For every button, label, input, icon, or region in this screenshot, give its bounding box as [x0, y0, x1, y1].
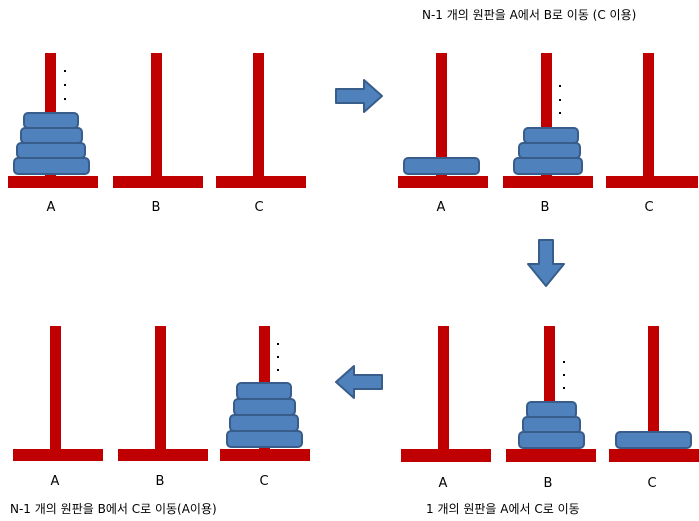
arrow-right-icon	[335, 79, 383, 113]
peg-c	[216, 53, 306, 188]
disk-largest-a	[403, 157, 480, 175]
peg-label-b: B	[540, 200, 550, 215]
peg-base	[503, 176, 593, 188]
peg-a	[13, 326, 103, 461]
ellipsis-dots	[563, 361, 565, 389]
disk-stack-a	[13, 112, 90, 175]
ellipsis-dots	[277, 343, 279, 371]
peg-label-b: B	[151, 200, 161, 215]
disk	[526, 401, 577, 419]
peg-base	[506, 449, 596, 462]
disk	[233, 398, 296, 416]
state-after-step1	[398, 53, 698, 188]
peg-post	[151, 53, 162, 177]
peg-label-c: C	[647, 476, 657, 491]
peg-label-a: A	[436, 200, 446, 215]
peg-label-c: C	[254, 200, 264, 215]
peg-post	[155, 326, 166, 450]
peg-base	[609, 449, 699, 462]
peg-b	[118, 326, 208, 461]
disk	[522, 416, 581, 434]
disk-stack-b	[513, 127, 583, 175]
peg-post	[436, 53, 447, 177]
ellipsis-dots	[64, 70, 66, 100]
disk	[518, 142, 581, 159]
state-initial	[8, 53, 306, 188]
disk-largest-c	[615, 431, 692, 449]
disk-stack-b	[518, 401, 585, 449]
peg-base	[216, 176, 306, 188]
caption-step3: N-1 개의 원판을 B에서 C로 이동(A이용)	[10, 502, 217, 516]
disk-stack-c	[226, 382, 303, 448]
peg-label-b: B	[543, 476, 553, 491]
peg-post	[643, 53, 654, 177]
peg-a	[401, 326, 491, 462]
peg-post	[50, 326, 61, 450]
arrow-down-icon	[527, 239, 565, 287]
disk	[403, 157, 480, 175]
caption-step1: N-1 개의 원판을 A에서 B로 이동 (C 이용)	[422, 8, 637, 22]
peg-base	[13, 449, 103, 461]
peg-base	[401, 449, 491, 462]
peg-base	[606, 176, 698, 188]
disk	[229, 414, 299, 432]
peg-label-a: A	[50, 474, 60, 489]
disk	[20, 127, 83, 144]
arrow-left-icon	[335, 365, 383, 399]
peg-label-c: C	[644, 200, 654, 215]
peg-label-a: A	[46, 200, 56, 215]
peg-post	[648, 326, 659, 450]
peg-post	[544, 326, 555, 450]
disk	[236, 382, 292, 400]
peg-b	[506, 326, 596, 462]
state-final	[13, 326, 310, 461]
disk	[226, 430, 303, 448]
ellipsis-dots	[559, 85, 561, 114]
disk	[16, 142, 86, 159]
peg-base	[220, 449, 310, 461]
caption-step2: 1 개의 원판을 A에서 C로 이동	[426, 502, 580, 516]
peg-b	[113, 53, 203, 188]
peg-base	[113, 176, 203, 188]
peg-label-b: B	[155, 474, 165, 489]
peg-base	[398, 176, 488, 188]
peg-b	[503, 53, 593, 188]
disk	[523, 127, 579, 144]
disk	[513, 157, 583, 175]
peg-label-a: A	[438, 476, 448, 491]
peg-post	[438, 326, 449, 450]
peg-c	[606, 53, 698, 188]
disk	[615, 431, 692, 449]
disk	[23, 112, 79, 129]
state-after-step2	[401, 326, 699, 462]
peg-base	[118, 449, 208, 461]
peg-post	[541, 53, 552, 177]
disk	[518, 431, 585, 449]
peg-base	[8, 176, 98, 188]
peg-c	[609, 326, 699, 462]
peg-a	[398, 53, 488, 188]
peg-label-c: C	[259, 474, 269, 489]
disk	[13, 157, 90, 175]
peg-post	[253, 53, 264, 177]
